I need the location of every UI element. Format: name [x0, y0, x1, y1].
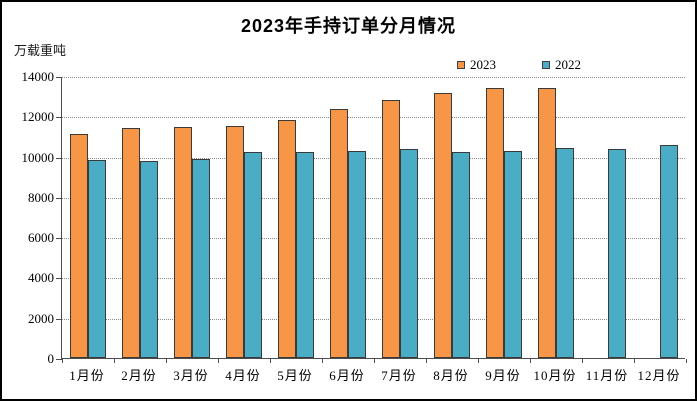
bar-2022-7月份	[400, 148, 418, 358]
gridline	[62, 157, 685, 159]
x-axis-tick	[166, 359, 167, 363]
bar-2023-10月份	[538, 88, 556, 358]
gridline	[62, 278, 685, 280]
x-axis-tick	[374, 359, 375, 363]
bar-2022-12月份	[660, 145, 678, 358]
bar-2022-11月份	[608, 149, 626, 358]
x-axis-label: 1月份	[69, 368, 105, 383]
y-axis-tick	[56, 117, 62, 119]
chart-title: 2023年手持订单分月情况	[240, 16, 457, 36]
x-axis-label: 12月份	[637, 368, 681, 383]
y-tick-label: 8000	[28, 189, 54, 205]
y-tick-label: 0	[47, 351, 55, 366]
legend-item-2022: 2022	[542, 57, 581, 73]
x-axis-tick	[62, 359, 63, 363]
y-tick-label: 6000	[28, 230, 54, 246]
x-axis-label: 2月份	[121, 368, 157, 383]
bar-2022-10月份	[556, 147, 574, 358]
y-tick-label: 10000	[21, 149, 55, 165]
x-axis-tick	[582, 359, 583, 363]
x-axis-label: 7月份	[381, 368, 417, 383]
x-axis-tick	[478, 359, 479, 363]
y-axis-unit-label: 万载重吨	[14, 43, 67, 58]
gridline	[62, 77, 685, 78]
bar-2023-3月份	[174, 127, 192, 358]
bar-2022-3月份	[192, 158, 210, 358]
bar-2023-7月份	[382, 100, 400, 358]
x-axis-label: 10月份	[533, 368, 577, 383]
y-tick-label: 4000	[28, 270, 54, 286]
legend-item-2023: 2023	[457, 57, 496, 73]
y-axis-tick	[56, 157, 62, 159]
bar-2022-8月份	[452, 151, 470, 358]
y-axis-tick	[56, 359, 62, 360]
x-axis-tick	[270, 359, 271, 363]
bar-2022-6月份	[348, 151, 366, 358]
x-axis-tick	[530, 359, 531, 363]
y-tick-label: 12000	[21, 109, 55, 125]
bar-2023-8月份	[434, 92, 452, 358]
y-tick-label: 14000	[21, 69, 55, 84]
bar-2023-2月份	[122, 128, 140, 358]
x-axis-tick	[218, 359, 219, 363]
bar-2023-5月份	[278, 120, 296, 358]
bar-2022-2月份	[140, 160, 158, 358]
x-axis-label: 8月份	[433, 368, 469, 383]
legend-label-2023: 2023	[470, 57, 496, 72]
x-axis-label: 11月份	[585, 368, 629, 383]
legend-swatch-2023-icon	[457, 61, 465, 69]
x-axis-tick	[634, 359, 635, 363]
gridline	[62, 117, 685, 119]
y-axis-tick	[56, 197, 62, 199]
legend-swatch-2022-icon	[542, 61, 550, 69]
x-axis-tick	[686, 359, 687, 363]
x-axis-label: 5月份	[277, 368, 313, 383]
x-axis-tick	[322, 359, 323, 363]
bar-2023-9月份	[486, 88, 504, 358]
x-axis-label: 3月份	[173, 368, 209, 383]
y-axis-tick	[56, 318, 62, 320]
bar-2022-5月份	[296, 152, 314, 358]
x-axis-tick	[426, 359, 427, 363]
x-axis-tick	[114, 359, 115, 363]
x-axis-label: 9月份	[485, 368, 521, 383]
bar-2023-4月份	[226, 126, 244, 358]
gridline	[62, 197, 685, 199]
x-axis-label: 6月份	[329, 368, 365, 383]
gridline	[62, 238, 685, 240]
x-axis-label: 4月份	[225, 368, 261, 383]
bar-2022-9月份	[504, 150, 522, 358]
bar-2023-6月份	[330, 108, 348, 358]
legend: 2023 2022	[457, 57, 581, 73]
y-axis-tick	[56, 77, 62, 78]
y-axis-tick	[56, 278, 62, 280]
plot-area	[56, 77, 687, 363]
bar-2023-1月份	[70, 134, 88, 358]
legend-label-2022: 2022	[555, 57, 581, 72]
y-tick-label: 2000	[28, 310, 54, 326]
y-axis-tick	[56, 238, 62, 240]
bar-2022-4月份	[244, 151, 262, 358]
gridline	[62, 318, 685, 320]
bar-2022-1月份	[88, 160, 106, 358]
